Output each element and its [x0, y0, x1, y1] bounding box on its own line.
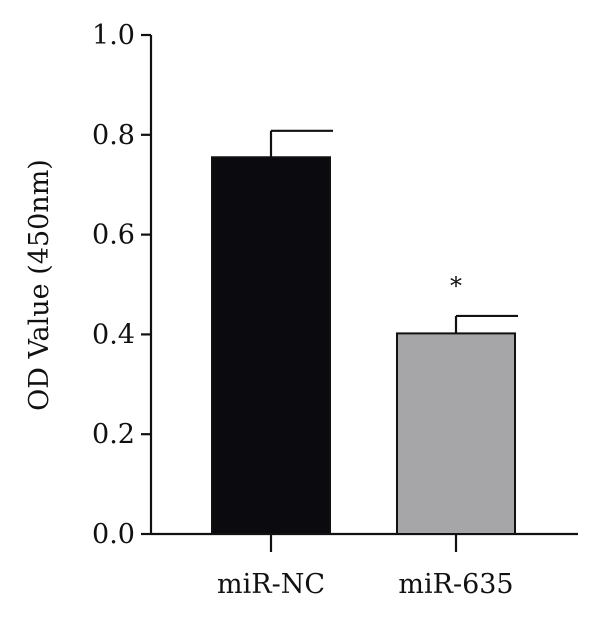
x-tick-label: miR-NC: [217, 569, 325, 600]
y-axis: 0.0 0.2 0.4 0.6 0.8 1.0: [92, 20, 153, 550]
bar-mir-635: [396, 332, 516, 536]
y-tick-label: 0.8: [92, 120, 135, 151]
x-axis: miR-NC miR-635: [151, 532, 578, 600]
x-tick-label: miR-635: [398, 569, 513, 600]
bars: *: [211, 129, 518, 536]
bar-mir-nc: [211, 156, 331, 535]
y-axis-title: OD Value (450nm): [24, 159, 55, 411]
y-tick-label: 1.0: [92, 20, 135, 51]
y-tick-label: 0.2: [92, 419, 135, 450]
y-tick-label: 0.6: [92, 220, 135, 251]
significance-marker: *: [450, 272, 462, 300]
y-tick-label: 0.4: [92, 319, 135, 350]
y-tick-label: 0.0: [92, 519, 135, 550]
